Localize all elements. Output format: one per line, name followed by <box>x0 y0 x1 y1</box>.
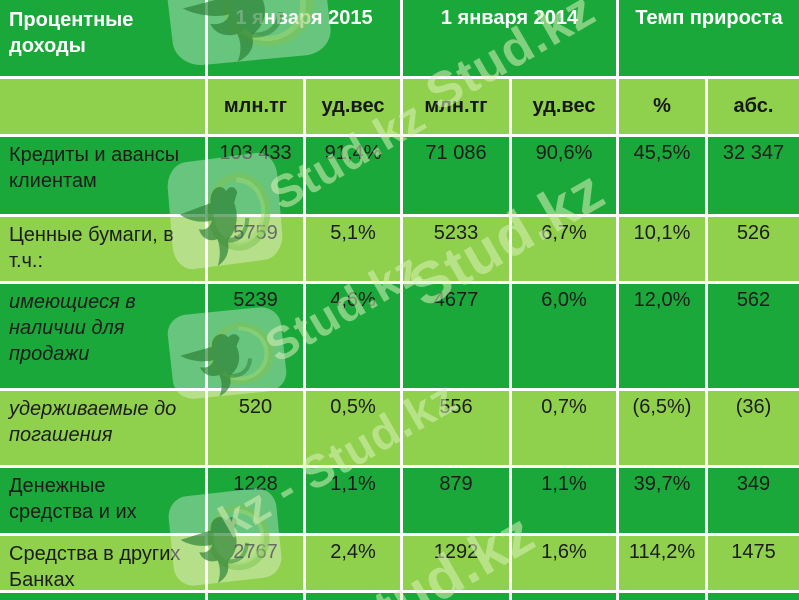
value-cell: 1,1% <box>306 468 400 533</box>
value-cell: 0,5% <box>306 391 400 465</box>
value-cell: 5233 <box>403 217 509 281</box>
value-cell: 2767 <box>208 536 303 590</box>
value-cell: 349 <box>708 468 799 533</box>
value-cell: 1292 <box>403 536 509 590</box>
value-cell: 5,1% <box>306 217 400 281</box>
value-cell: 5239 <box>208 284 303 388</box>
value-cell: 562 <box>708 284 799 388</box>
subheader-ud-ves-2015: уд.вес <box>306 79 400 134</box>
value-cell: (6,5%) <box>619 391 705 465</box>
value-cell: 879 <box>403 468 509 533</box>
subheader-mln-tg-2014: млн.тг <box>403 79 509 134</box>
group-header-jan-2015: 1 января 2015 <box>208 0 400 76</box>
value-cell: 1,1% <box>512 468 616 533</box>
row-label: Ценные бумаги, в т.ч.: <box>0 217 205 281</box>
value-cell: 556 <box>403 391 509 465</box>
value-cell: 6,7% <box>512 217 616 281</box>
subheader-ud-ves-2014: уд.вес <box>512 79 616 134</box>
row-label: удерживаемые до погашения <box>0 391 205 465</box>
next-row-partial <box>0 593 205 600</box>
next-row-partial <box>619 593 705 600</box>
value-cell: 71 086 <box>403 137 509 214</box>
next-row-partial <box>208 593 303 600</box>
subheader-mln-tg-2015: млн.тг <box>208 79 303 134</box>
value-cell: 39,7% <box>619 468 705 533</box>
next-row-partial <box>306 593 400 600</box>
value-cell: 90,6% <box>512 137 616 214</box>
value-cell: 526 <box>708 217 799 281</box>
value-cell: 1228 <box>208 468 303 533</box>
subheader-percent: % <box>619 79 705 134</box>
value-cell: 91,4% <box>306 137 400 214</box>
value-cell: 103 433 <box>208 137 303 214</box>
value-cell: 2,4% <box>306 536 400 590</box>
value-cell: 10,1% <box>619 217 705 281</box>
value-cell: 4677 <box>403 284 509 388</box>
value-cell: 45,5% <box>619 137 705 214</box>
row-label: Денежные средства и их эквиваленты <box>0 468 205 533</box>
value-cell: 0,7% <box>512 391 616 465</box>
subheader-spacer <box>0 79 205 134</box>
next-row-partial <box>512 593 616 600</box>
value-cell: 32 347 <box>708 137 799 214</box>
value-cell: 114,2% <box>619 536 705 590</box>
value-cell: 4,6% <box>306 284 400 388</box>
row-label: Средства в других Банках <box>0 536 205 590</box>
value-cell: 520 <box>208 391 303 465</box>
value-cell: 1475 <box>708 536 799 590</box>
subheader-abs: абс. <box>708 79 799 134</box>
corner-header: Процентные доходы <box>0 0 205 76</box>
value-cell: 1,6% <box>512 536 616 590</box>
row-label: Кредиты и авансы клиентам <box>0 137 205 214</box>
next-row-partial <box>708 593 799 600</box>
value-cell: 6,0% <box>512 284 616 388</box>
group-header-growth-rate: Темп прироста <box>619 0 799 76</box>
value-cell: 5759 <box>208 217 303 281</box>
next-row-partial <box>403 593 509 600</box>
row-label: имеющиеся в наличии для продажи <box>0 284 205 388</box>
value-cell: 12,0% <box>619 284 705 388</box>
value-cell: (36) <box>708 391 799 465</box>
group-header-jan-2014: 1 января 2014 <box>403 0 616 76</box>
